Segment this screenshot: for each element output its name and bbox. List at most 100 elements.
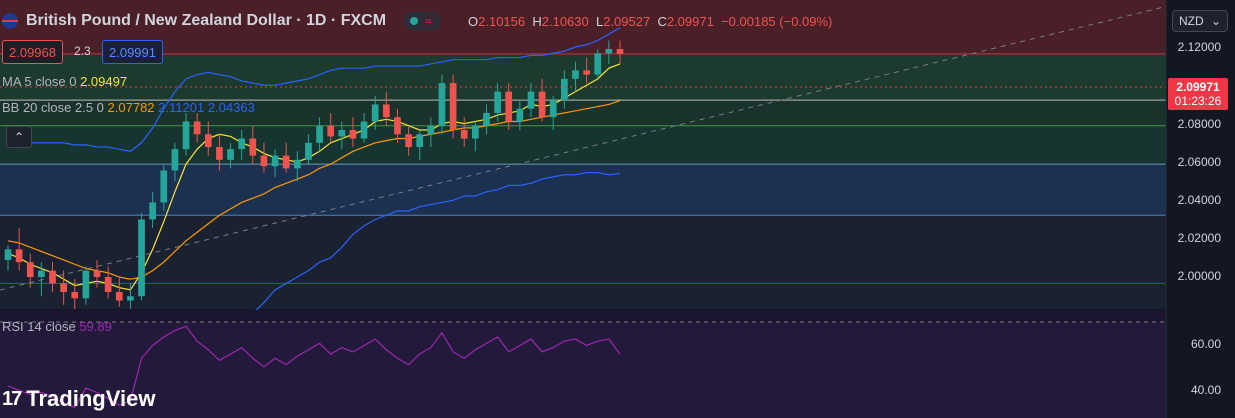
candle-12 bbox=[138, 213, 145, 301]
candle-2 bbox=[26, 253, 34, 288]
candle-body bbox=[182, 121, 190, 150]
price-axis[interactable] bbox=[1166, 0, 1235, 418]
axis-label-2-12: 2.12000 bbox=[1177, 40, 1221, 54]
candle-body bbox=[438, 83, 446, 126]
candle-body bbox=[616, 49, 624, 54]
candle-11 bbox=[127, 283, 134, 309]
candles-layer[interactable] bbox=[4, 40, 624, 309]
rsi-label: RSI 14 close bbox=[2, 319, 76, 334]
candle-body bbox=[26, 262, 34, 278]
candle-body bbox=[204, 134, 212, 148]
candle-44 bbox=[494, 83, 501, 122]
ohlc-open-label: O bbox=[468, 14, 479, 29]
candle-30 bbox=[338, 121, 346, 150]
candle-body bbox=[460, 129, 468, 139]
rsi-value: 59.89 bbox=[79, 319, 112, 334]
candle-5 bbox=[60, 270, 67, 305]
zones-layer bbox=[0, 0, 1166, 309]
candle-body bbox=[360, 121, 368, 139]
candle-body bbox=[293, 159, 301, 169]
tradingview-logo[interactable]: 17 TradingView bbox=[2, 386, 155, 412]
ohlc-high-value: 2.10630 bbox=[541, 14, 589, 29]
candle-14 bbox=[160, 164, 168, 211]
candle-16 bbox=[182, 112, 190, 156]
zone-4 bbox=[0, 164, 1166, 216]
last-price-value: 2.09971 bbox=[1176, 80, 1220, 94]
candle-body bbox=[327, 125, 335, 137]
candle-body bbox=[594, 53, 602, 75]
candle-body bbox=[193, 121, 201, 135]
currency-select[interactable]: NZD ⌄ bbox=[1172, 10, 1228, 32]
candle-body bbox=[382, 104, 390, 118]
ohlc-low-label: L bbox=[595, 14, 604, 29]
candle-body bbox=[4, 249, 12, 260]
candle-7 bbox=[82, 266, 90, 305]
candle-52 bbox=[583, 57, 590, 84]
zone-5 bbox=[0, 215, 1166, 309]
sell-button[interactable]: 2.09968 bbox=[2, 40, 63, 64]
candle-38 bbox=[427, 117, 435, 148]
rsi-legend[interactable]: RSI 14 close 59.89 bbox=[2, 319, 112, 334]
ma-label: MA 5 close 0 bbox=[2, 74, 77, 89]
bb-basis-value: 2.07782 bbox=[107, 100, 155, 115]
chevron-down-icon: ⌄ bbox=[1210, 14, 1221, 28]
rsi-overbought-band bbox=[0, 322, 1166, 418]
candle-15 bbox=[171, 142, 179, 182]
candle-34 bbox=[382, 91, 390, 126]
candle-22 bbox=[249, 125, 257, 165]
candle-18 bbox=[204, 121, 212, 156]
bb-legend[interactable]: BB 20 close 2.5 0 2.07782 2.11201 2.0436… bbox=[2, 100, 255, 115]
candle-53 bbox=[594, 49, 602, 79]
candle-body bbox=[249, 138, 257, 156]
rsi-line bbox=[7, 325, 621, 409]
candle-body bbox=[82, 270, 90, 299]
rsi-axis-label-60: 60.00 bbox=[1190, 337, 1221, 351]
candle-body bbox=[416, 134, 424, 148]
candle-body bbox=[93, 270, 101, 278]
candle-6 bbox=[71, 279, 79, 309]
ohlc-close-value: 2.09971 bbox=[666, 14, 714, 29]
market-status-toggle[interactable]: ≈ bbox=[404, 12, 441, 30]
symbol-title[interactable]: British Pound / New Zealand Dollar · 1D … bbox=[26, 12, 387, 29]
ohlc-high-label: H bbox=[532, 14, 542, 29]
ohlc-readout: O2.10156 H2.10630 L2.09527 C2.09971 −0.0… bbox=[468, 14, 832, 29]
candle-32 bbox=[360, 112, 368, 143]
candle-24 bbox=[271, 149, 279, 177]
candle-body bbox=[160, 170, 168, 203]
candle-body bbox=[605, 49, 613, 54]
candle-body bbox=[60, 283, 67, 292]
candle-19 bbox=[216, 134, 223, 171]
candle-48 bbox=[538, 78, 546, 122]
candle-20 bbox=[227, 142, 234, 169]
candle-54 bbox=[605, 40, 613, 64]
candle-8 bbox=[93, 259, 101, 288]
candle-body bbox=[405, 134, 412, 148]
axis-label-2-08: 2.08000 bbox=[1177, 117, 1221, 131]
candle-body bbox=[305, 142, 312, 160]
bb-upper-line bbox=[8, 27, 621, 152]
chevron-up-icon: ⌃ bbox=[13, 130, 25, 144]
candle-body bbox=[282, 155, 290, 169]
ma-legend[interactable]: MA 5 close 0 2.09497 bbox=[2, 74, 127, 89]
candle-3 bbox=[38, 262, 45, 297]
buy-button[interactable]: 2.09991 bbox=[102, 40, 163, 64]
candle-body bbox=[516, 108, 524, 122]
axis-label-2-02: 2.02000 bbox=[1177, 231, 1221, 245]
candle-25 bbox=[282, 142, 290, 173]
candle-body bbox=[527, 91, 535, 109]
candle-body bbox=[127, 296, 134, 301]
bb-label: BB 20 close 2.5 0 bbox=[2, 100, 104, 115]
candle-body bbox=[138, 219, 145, 297]
candle-body bbox=[427, 125, 435, 135]
candle-body bbox=[216, 147, 223, 160]
collapse-legend-button[interactable]: ⌃ bbox=[6, 126, 32, 148]
currency-label: NZD bbox=[1179, 14, 1204, 28]
trend-line[interactable] bbox=[0, 5, 1169, 291]
wave-icon: ≈ bbox=[422, 14, 435, 28]
candle-47 bbox=[527, 83, 535, 118]
candle-55 bbox=[616, 40, 624, 64]
candle-body bbox=[505, 91, 513, 122]
candle-31 bbox=[349, 117, 357, 148]
tradingview-logo-icon: 17 bbox=[2, 387, 22, 410]
